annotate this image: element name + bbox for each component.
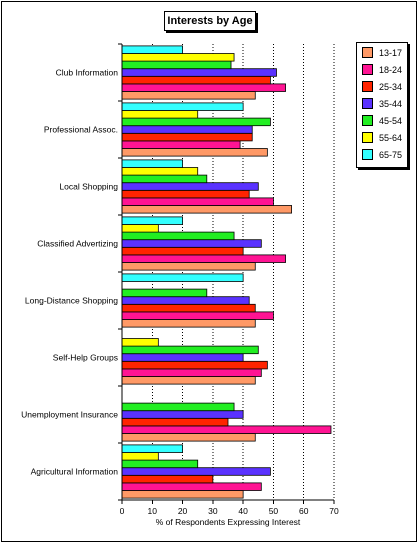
legend-swatch — [362, 47, 373, 59]
legend-swatch — [362, 115, 373, 127]
bar — [121, 140, 241, 149]
bar — [121, 132, 253, 142]
bar — [121, 182, 259, 191]
bar — [121, 319, 256, 328]
category-label: Long-Distance Shopping — [25, 296, 118, 306]
bar — [121, 376, 256, 385]
bar — [121, 459, 199, 469]
bar — [121, 83, 286, 92]
bar — [121, 197, 274, 206]
bar — [121, 338, 159, 347]
legend: 13-17 18-24 25-34 35-44 45-54 55-64 65-7… — [356, 42, 408, 168]
bar — [121, 239, 262, 248]
bar — [121, 254, 286, 263]
bar — [121, 231, 235, 241]
legend-item: 25-34 — [362, 81, 402, 93]
bar — [121, 417, 229, 427]
legend-label: 45-54 — [379, 116, 403, 126]
category-label: Self-Help Groups — [53, 353, 118, 363]
bar — [121, 482, 262, 491]
bar — [121, 402, 235, 412]
bar — [121, 53, 235, 62]
bar — [121, 91, 256, 100]
bar — [121, 68, 277, 77]
x-tick-label: 20 — [178, 506, 188, 516]
legend-item: 13-17 — [362, 47, 402, 59]
bar — [121, 246, 244, 256]
legend-item: 35-44 — [362, 98, 402, 110]
x-axis-label: % of Respondents Expressing Interest — [156, 517, 301, 527]
category-label: Local Shopping — [59, 182, 118, 192]
bar — [121, 444, 183, 453]
legend-label: 13-17 — [379, 48, 403, 58]
legend-item: 18-24 — [362, 64, 402, 76]
bar — [121, 189, 250, 199]
bar — [121, 273, 244, 282]
bar — [121, 474, 214, 484]
bar — [121, 410, 244, 419]
bar — [121, 224, 159, 233]
bar — [121, 148, 268, 157]
x-tick-label: 50 — [269, 506, 279, 516]
bar — [121, 368, 262, 377]
bar — [121, 311, 274, 320]
legend-swatch — [362, 81, 373, 93]
bar — [121, 360, 268, 370]
bar — [121, 467, 271, 476]
chart-title: Interests by Age — [164, 11, 256, 31]
x-tick-label: 70 — [329, 506, 339, 516]
legend-label: 65-75 — [379, 150, 403, 160]
category-label: Agricultural Information — [31, 467, 119, 477]
bar — [121, 216, 183, 225]
bar — [121, 353, 244, 362]
legend-label: 25-34 — [379, 82, 403, 92]
bar — [121, 490, 244, 499]
bar — [121, 433, 256, 442]
x-tick-label: 40 — [238, 506, 248, 516]
category-label: Classified Advertizing — [37, 239, 118, 249]
legend-swatch — [362, 64, 373, 76]
legend-swatch — [362, 98, 373, 110]
bar — [121, 205, 293, 214]
bar — [121, 345, 259, 355]
category-label: Professional Assoc. — [44, 125, 118, 135]
bar — [121, 75, 271, 85]
legend-item: 45-54 — [362, 115, 402, 127]
legend-label: 55-64 — [379, 133, 403, 143]
category-label: Club Information — [56, 68, 119, 78]
bar — [121, 167, 199, 176]
legend-swatch — [362, 149, 373, 161]
legend-label: 18-24 — [379, 65, 403, 75]
bar — [121, 262, 256, 271]
bar — [121, 102, 244, 111]
bar — [121, 60, 232, 70]
x-tick-label: 10 — [148, 506, 158, 516]
bar — [121, 174, 208, 184]
legend-item: 55-64 — [362, 132, 402, 144]
x-tick-label: 60 — [299, 506, 309, 516]
x-tick-label: 0 — [120, 506, 125, 516]
bar — [121, 125, 253, 134]
bar — [121, 110, 199, 119]
legend-label: 35-44 — [379, 99, 403, 109]
category-label: Unemployment Insurance — [21, 410, 118, 420]
legend-swatch — [362, 132, 373, 144]
bar — [121, 288, 208, 298]
bar — [121, 303, 256, 313]
bar — [121, 296, 250, 305]
bar — [121, 45, 183, 54]
bar — [121, 425, 332, 434]
bar — [121, 452, 159, 461]
x-tick-label: 30 — [208, 506, 218, 516]
legend-item: 65-75 — [362, 149, 402, 161]
bar — [121, 117, 271, 127]
bar — [121, 159, 183, 168]
